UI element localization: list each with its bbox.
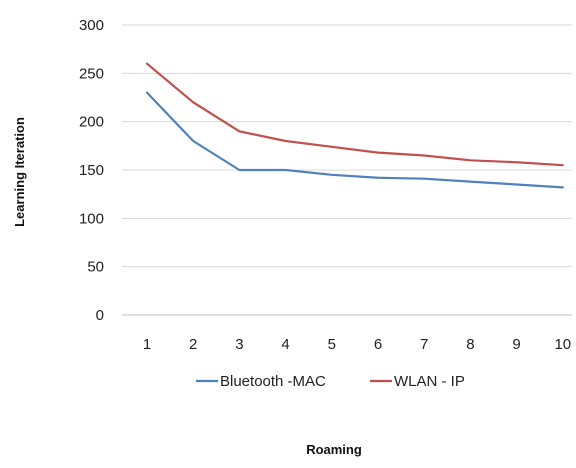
y-tick-label: 0 — [96, 307, 104, 324]
y-tick-label: 300 — [79, 17, 104, 34]
x-tick-label: 6 — [374, 336, 382, 353]
x-axis-label: Roaming — [306, 442, 362, 457]
x-tick-label: 5 — [328, 336, 336, 353]
x-tick-label: 10 — [554, 336, 571, 353]
gridlines — [122, 24, 572, 316]
legend-label-0: Bluetooth -MAC — [220, 373, 326, 390]
series-line-1 — [145, 62, 564, 167]
legend: Bluetooth -MAC WLAN - IP — [196, 373, 465, 390]
series-line-0 — [145, 91, 564, 189]
y-axis-label: Learning Iteration — [12, 117, 27, 227]
y-tick-label: 50 — [87, 259, 104, 276]
x-tick-label: 8 — [466, 336, 474, 353]
x-axis-ticks: 1 2 3 4 5 6 7 8 9 10 — [143, 336, 571, 353]
legend-label-1: WLAN - IP — [394, 373, 465, 390]
x-tick-label: 4 — [281, 336, 289, 353]
series-lines — [145, 62, 564, 189]
y-tick-label: 250 — [79, 65, 104, 82]
y-tick-label: 200 — [79, 114, 104, 131]
y-tick-label: 150 — [79, 162, 104, 179]
y-tick-label: 100 — [79, 210, 104, 227]
x-tick-label: 3 — [235, 336, 243, 353]
x-tick-label: 7 — [420, 336, 428, 353]
x-tick-label: 9 — [512, 336, 520, 353]
y-axis-ticks: 0 50 100 150 200 250 300 — [79, 17, 104, 324]
x-tick-label: 2 — [189, 336, 197, 353]
x-tick-label: 1 — [143, 336, 151, 353]
